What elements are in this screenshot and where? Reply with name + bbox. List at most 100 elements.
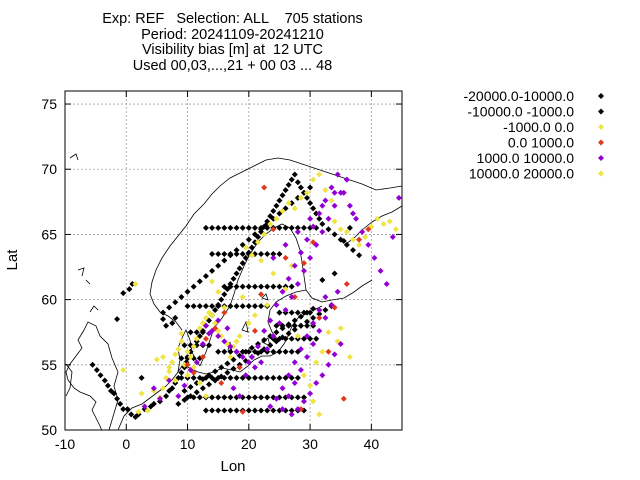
legend-marker-4	[598, 155, 604, 161]
station-point-series-4	[285, 372, 292, 379]
station-point-series-1	[239, 303, 246, 310]
station-point-series-1	[184, 303, 191, 310]
station-point-series-1	[114, 316, 121, 323]
station-point-series-3	[365, 226, 372, 233]
coast-faroe	[69, 153, 79, 161]
station-point-series-2	[313, 359, 320, 366]
station-point-series-4	[233, 348, 240, 355]
station-point-series-4	[319, 202, 326, 209]
station-point-series-4	[258, 359, 265, 366]
station-point-series-1	[209, 224, 216, 231]
station-point-series-4	[291, 380, 298, 387]
station-point-series-3	[199, 353, 206, 360]
station-point-series-4	[322, 197, 329, 204]
x-tick-label: 20	[241, 436, 257, 452]
station-point-series-1	[258, 394, 265, 401]
station-point-series-1	[276, 197, 283, 204]
station-point-series-1	[245, 348, 252, 355]
station-point-series-1	[215, 250, 222, 257]
station-point-series-4	[316, 327, 323, 334]
station-point-series-1	[175, 400, 182, 407]
station-point-series-1	[209, 407, 216, 414]
station-point-series-1	[160, 309, 167, 316]
x-tick-label: 40	[364, 436, 380, 452]
station-point-series-1	[316, 215, 323, 222]
station-point-series-1	[199, 385, 206, 392]
station-point-series-4	[331, 351, 338, 358]
station-point-series-2	[202, 393, 209, 400]
station-point-series-2	[285, 200, 292, 207]
station-point-series-4	[337, 189, 344, 196]
station-point-series-2	[343, 228, 350, 235]
station-point-series-1	[117, 400, 124, 407]
station-point-series-4	[255, 343, 262, 350]
station-point-series-1	[233, 250, 240, 257]
station-point-series-1	[270, 215, 277, 222]
station-point-series-2	[255, 239, 262, 246]
station-point-series-2	[209, 278, 216, 285]
station-point-series-4	[209, 327, 216, 334]
station-point-series-1	[288, 309, 295, 316]
station-point-series-4	[187, 367, 194, 374]
station-point-series-1	[205, 381, 212, 388]
station-point-series-1	[224, 360, 231, 367]
station-point-series-4	[245, 359, 252, 366]
station-point-series-1	[273, 329, 280, 336]
station-point-series-1	[202, 303, 209, 310]
y-tick-label: 75	[41, 96, 57, 112]
station-point-series-2	[316, 411, 323, 418]
station-point-series-4	[313, 380, 320, 387]
station-point-series-1	[227, 374, 234, 381]
station-point-series-4	[267, 317, 274, 324]
station-point-series-1	[285, 330, 292, 337]
station-point-series-4	[319, 372, 326, 379]
station-point-series-4	[325, 361, 332, 368]
station-point-series-1	[264, 283, 271, 290]
station-point-series-4	[215, 333, 222, 340]
station-point-series-4	[310, 320, 317, 327]
station-point-series-4	[294, 228, 301, 235]
station-point-series-4	[294, 280, 301, 287]
station-point-series-2	[242, 244, 249, 251]
station-point-series-1	[294, 224, 301, 231]
station-point-series-3	[343, 280, 350, 287]
station-point-series-1	[97, 372, 104, 379]
station-point-series-2	[166, 368, 173, 375]
station-point-series-1	[264, 224, 271, 231]
y-tick-label: 50	[41, 422, 57, 438]
station-point-series-1	[239, 260, 246, 267]
station-point-series-1	[193, 329, 200, 336]
station-point-series-1	[270, 407, 277, 414]
station-point-series-4	[371, 254, 378, 261]
station-point-series-1	[221, 257, 228, 264]
station-point-series-2	[239, 294, 246, 301]
station-point-series-1	[288, 348, 295, 355]
station-point-series-4	[267, 403, 274, 410]
station-point-series-2	[160, 353, 167, 360]
station-point-series-1	[310, 305, 317, 312]
station-point-series-1	[251, 283, 258, 290]
y-axis-label: Lat	[4, 249, 21, 271]
station-point-series-1	[202, 224, 209, 231]
station-point-series-1	[172, 314, 179, 321]
station-point-series-2	[267, 220, 274, 227]
station-point-series-1	[282, 348, 289, 355]
station-point-series-1	[282, 187, 289, 194]
coast-great-britain	[65, 321, 119, 430]
station-point-series-1	[89, 361, 96, 368]
station-point-series-1	[221, 394, 228, 401]
station-point-series-3	[184, 361, 191, 368]
station-point-series-1	[304, 322, 311, 329]
station-point-series-1	[178, 374, 185, 381]
station-point-series-1	[215, 224, 222, 231]
station-point-series-1	[331, 231, 338, 238]
station-point-series-4	[304, 236, 311, 243]
station-point-series-2	[328, 197, 335, 204]
station-point-series-1	[242, 348, 249, 355]
station-point-series-4	[242, 372, 249, 379]
station-point-series-1	[264, 407, 271, 414]
station-point-series-1	[172, 299, 179, 306]
station-point-series-4	[273, 395, 280, 402]
station-point-series-1	[221, 224, 228, 231]
station-point-series-1	[288, 335, 295, 342]
